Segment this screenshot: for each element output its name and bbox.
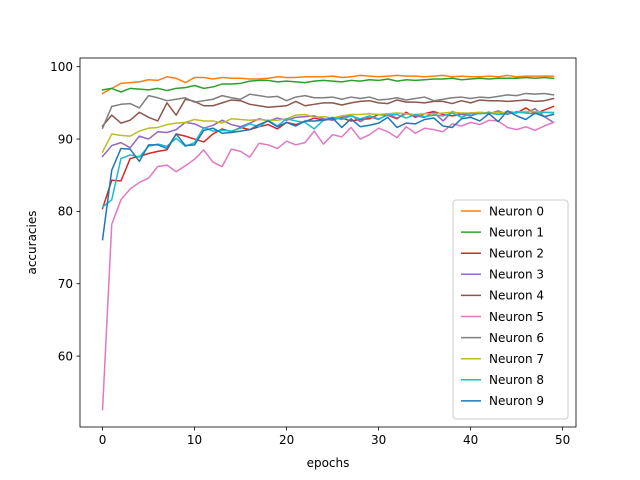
series-line-neuron-7 xyxy=(101,110,555,154)
legend-label-neuron-9: Neuron 9 xyxy=(489,394,544,408)
plot-frame xyxy=(79,57,577,428)
series-line-neuron-9 xyxy=(101,110,555,241)
series-line-neuron-1 xyxy=(101,76,555,93)
legend-box xyxy=(452,199,569,420)
legend-label-neuron-8: Neuron 8 xyxy=(489,373,544,387)
x-tick-label: 0 xyxy=(99,433,107,447)
series-line-neuron-4 xyxy=(101,97,555,128)
x-tick-label: 20 xyxy=(279,433,294,447)
legend-label-neuron-1: Neuron 1 xyxy=(489,225,544,239)
y-axis-label: accuracies xyxy=(25,210,39,274)
y-tick-label: 100 xyxy=(50,60,73,74)
legend-label-neuron-4: Neuron 4 xyxy=(489,289,544,303)
legend-label-neuron-5: Neuron 5 xyxy=(489,310,544,324)
x-axis-label: epochs xyxy=(307,456,350,470)
legend-label-neuron-0: Neuron 0 xyxy=(489,204,544,218)
y-tick-label: 70 xyxy=(58,277,73,291)
legend-label-neuron-2: Neuron 2 xyxy=(489,247,544,261)
series-line-neuron-6 xyxy=(101,92,555,130)
legend-label-neuron-6: Neuron 6 xyxy=(489,331,544,345)
x-tick-label: 50 xyxy=(555,433,570,447)
plot-area xyxy=(101,74,555,411)
series-line-neuron-0 xyxy=(101,74,555,95)
series-group xyxy=(101,74,555,411)
y-tick-label: 90 xyxy=(58,132,73,146)
y-tick-label: 60 xyxy=(58,349,73,363)
x-tick-label: 10 xyxy=(187,433,202,447)
legend: Neuron 0 Neuron 1 Neuron 2 Neuron 3 Neuron 4… xyxy=(452,199,569,420)
axes: 0 10 20 30 40 50 60 70 80 90 100 xyxy=(50,57,577,447)
y-tick-label: 80 xyxy=(58,205,73,219)
legend-label-neuron-7: Neuron 7 xyxy=(489,352,544,366)
series-line-neuron-5 xyxy=(101,119,555,411)
legend-label-neuron-3: Neuron 3 xyxy=(489,268,544,282)
x-tick-label: 30 xyxy=(371,433,386,447)
x-tick-label: 40 xyxy=(463,433,478,447)
